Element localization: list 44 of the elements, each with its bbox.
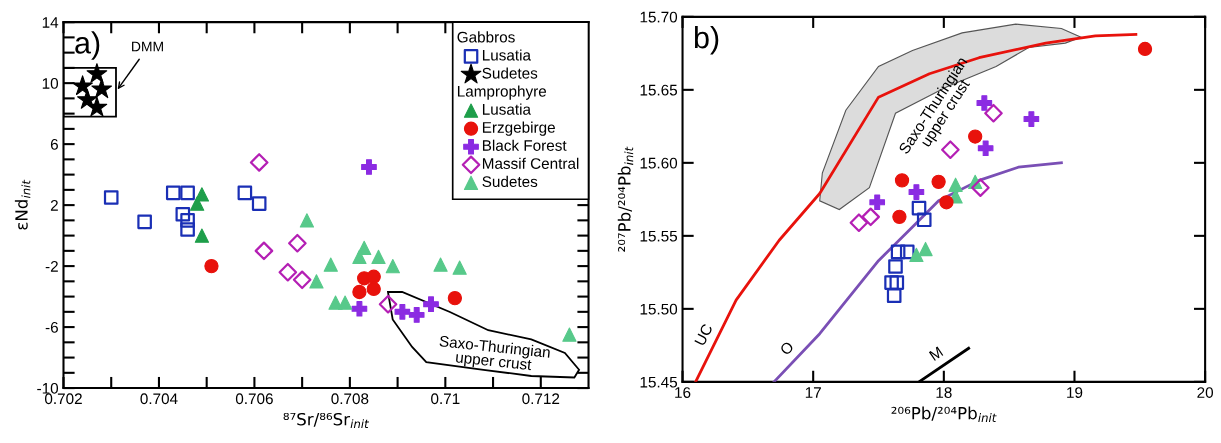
legend-label: Lusatia (482, 49, 531, 61)
y-tick-label: 6 (50, 138, 58, 150)
x-tick-label: 16 (675, 387, 691, 398)
y-tick-label: -6 (45, 321, 58, 333)
x-tick-label: 18 (936, 387, 952, 398)
x-tick-label: 0.712 (522, 393, 560, 405)
x-tick-label: 0.71 (431, 393, 460, 405)
y-axis-title: ²⁰⁷Pb/²⁰⁴Pb$_{init}$ (617, 146, 634, 252)
y-tick-label: 10 (42, 78, 59, 89)
y-tick-label: 2 (50, 199, 58, 211)
y-tick-label: 15.45 (640, 376, 678, 388)
legend-label: Sudetes (482, 175, 538, 188)
legend-label: Lusatia (482, 103, 531, 115)
annotation: DMM (132, 41, 163, 52)
x-axis-title: ²⁰⁶Pb/²⁰⁴Pb$_{init}$ (891, 406, 997, 422)
y-tick-label: 15.55 (640, 230, 678, 242)
chart-title: b) (694, 25, 719, 55)
x-tick-label: 17 (805, 387, 821, 398)
x-tick-label: 0.706 (235, 393, 273, 405)
y-tick-label: 15.65 (640, 84, 678, 96)
y-tick-label: 15.70 (640, 11, 678, 23)
legend-label: Black Forest (482, 139, 567, 151)
y-axis-title: εNd$_{init}$ (14, 179, 31, 230)
x-axis-title: ⁸⁷Sr/⁸⁶Sr$_{init}$ (283, 412, 370, 428)
y-tick-label: 15.60 (640, 157, 678, 169)
annotation: Lamprophyre (457, 85, 547, 100)
chart-title: a) (75, 31, 100, 60)
y-tick-label: 15.50 (640, 303, 678, 315)
text: UC (694, 323, 713, 347)
legend-label: Sudetes (482, 67, 538, 79)
x-tick-label: 0.702 (44, 393, 82, 405)
legend-label: Erzgebirge (482, 121, 555, 136)
x-tick-label: 0.704 (140, 393, 178, 405)
x-tick-label: 20 (1197, 387, 1214, 398)
y-tick-label: 14 (42, 17, 59, 28)
x-tick-label: 0.708 (331, 393, 369, 405)
x-tick-label: 19 (1067, 387, 1083, 398)
y-tick-label: -10 (37, 382, 59, 394)
annotation: Saxo-Thuringian upper crust (438, 335, 551, 374)
text: O (779, 340, 795, 356)
annotation: Gabbros (457, 31, 515, 43)
y-tick-label: -2 (45, 260, 58, 272)
legend-label: Massif Central (482, 157, 579, 169)
text: M (928, 346, 944, 361)
